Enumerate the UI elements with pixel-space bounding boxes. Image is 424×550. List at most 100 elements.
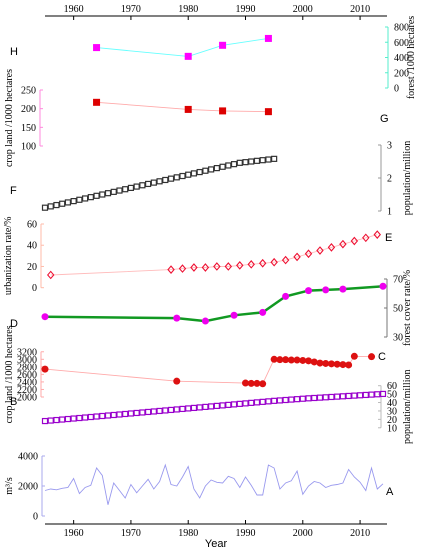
data-point-B bbox=[299, 395, 306, 402]
series-line-C bbox=[44, 355, 372, 385]
y-tick-label-D: 70 bbox=[393, 275, 403, 286]
panel-label-C: C bbox=[378, 351, 386, 363]
data-point-F bbox=[87, 194, 94, 201]
data-point-B bbox=[345, 392, 352, 400]
data-point-E bbox=[258, 258, 267, 268]
top-tick-label: 2000 bbox=[293, 4, 313, 15]
data-point-H bbox=[219, 41, 227, 49]
data-point-E bbox=[247, 259, 255, 269]
bottom-tick-label: 1970 bbox=[121, 528, 141, 539]
data-point-B bbox=[293, 396, 301, 403]
data-point-B bbox=[276, 397, 283, 404]
data-point-C bbox=[287, 356, 295, 364]
data-point-B bbox=[116, 411, 123, 418]
data-point-E bbox=[236, 261, 244, 270]
data-point-B bbox=[230, 401, 238, 408]
data-point-C bbox=[333, 360, 341, 368]
bottom-tick-label: 2000 bbox=[293, 528, 313, 539]
data-point-E bbox=[350, 236, 359, 246]
data-point-B bbox=[190, 404, 198, 412]
data-point-F bbox=[150, 179, 157, 186]
data-point-B bbox=[356, 392, 364, 399]
data-point-E bbox=[47, 270, 55, 280]
data-point-D bbox=[322, 286, 330, 294]
data-point-F bbox=[41, 204, 49, 211]
data-point-B bbox=[122, 410, 129, 418]
data-point-B bbox=[225, 401, 232, 408]
y-tick-label-B: 60 bbox=[387, 381, 397, 392]
top-tick-label: 1970 bbox=[121, 4, 141, 15]
panel-label-D: D bbox=[10, 318, 18, 330]
data-point-D bbox=[41, 313, 49, 321]
data-point-D bbox=[230, 311, 238, 319]
data-point-D bbox=[173, 314, 181, 322]
y-tick-label-F: 1 bbox=[387, 207, 392, 218]
data-point-F bbox=[196, 168, 203, 176]
data-point-G bbox=[93, 98, 101, 106]
series-line-G bbox=[96, 101, 269, 113]
data-point-B bbox=[99, 412, 106, 420]
data-point-B bbox=[133, 409, 140, 417]
data-point-E bbox=[270, 257, 278, 267]
data-point-B bbox=[322, 394, 329, 401]
data-point-F bbox=[253, 157, 261, 164]
series-line-H bbox=[96, 37, 269, 57]
data-point-E bbox=[327, 243, 336, 252]
data-point-B bbox=[339, 393, 346, 400]
data-point-B bbox=[271, 397, 278, 404]
data-point-C bbox=[316, 359, 324, 367]
data-point-F bbox=[64, 199, 72, 206]
data-point-D bbox=[379, 282, 387, 290]
data-point-F bbox=[208, 166, 215, 173]
data-point-B bbox=[76, 414, 83, 422]
y-tick-label-G: 250 bbox=[21, 86, 36, 97]
y-axis-label-B: population/million bbox=[402, 370, 413, 444]
data-point-D bbox=[201, 317, 209, 325]
data-point-C bbox=[247, 379, 255, 387]
y-tick-label-B: 30 bbox=[387, 406, 397, 417]
data-point-E bbox=[201, 263, 210, 272]
y-axis-label-C: crop land /1000 hectares bbox=[4, 325, 15, 423]
data-point-B bbox=[162, 407, 169, 414]
data-point-F bbox=[236, 159, 243, 166]
data-point-E bbox=[224, 262, 233, 271]
data-point-E bbox=[167, 265, 175, 274]
data-point-B bbox=[213, 402, 220, 409]
y-tick-label-C: 2200 bbox=[17, 385, 37, 396]
data-point-F bbox=[167, 175, 175, 182]
panel-label-H: H bbox=[10, 46, 18, 58]
data-point-C bbox=[259, 380, 267, 388]
data-point-B bbox=[41, 417, 49, 425]
y-tick-label-G: 200 bbox=[21, 104, 36, 115]
data-point-B bbox=[87, 413, 94, 421]
data-point-C bbox=[299, 356, 307, 364]
data-point-C bbox=[41, 365, 49, 373]
data-point-B bbox=[242, 400, 249, 407]
data-point-F bbox=[259, 157, 266, 164]
data-point-C bbox=[339, 361, 347, 369]
data-point-C bbox=[345, 361, 353, 369]
top-tick-label: 2010 bbox=[350, 4, 370, 15]
bottom-tick-label: 1990 bbox=[236, 528, 256, 539]
data-point-B bbox=[236, 400, 243, 407]
data-point-F bbox=[213, 165, 220, 172]
y-tick-label-A: 0 bbox=[33, 512, 38, 523]
data-point-H bbox=[93, 44, 101, 52]
data-point-B bbox=[110, 411, 117, 419]
data-point-B bbox=[265, 398, 272, 405]
panel-label-E: E bbox=[385, 232, 392, 244]
y-tick-label-B: 20 bbox=[387, 415, 397, 426]
y-axis-label-D: forest cover rate/% bbox=[402, 270, 413, 346]
data-point-C bbox=[327, 360, 335, 368]
data-point-F bbox=[53, 201, 60, 209]
data-point-F bbox=[99, 191, 106, 198]
data-point-C bbox=[242, 379, 250, 387]
data-point-F bbox=[139, 182, 146, 189]
data-point-E bbox=[281, 255, 290, 265]
y-tick-label-F: 3 bbox=[387, 141, 392, 152]
data-point-B bbox=[328, 393, 335, 401]
data-point-G bbox=[184, 105, 192, 113]
data-point-F bbox=[162, 176, 169, 184]
data-point-B bbox=[47, 417, 54, 424]
